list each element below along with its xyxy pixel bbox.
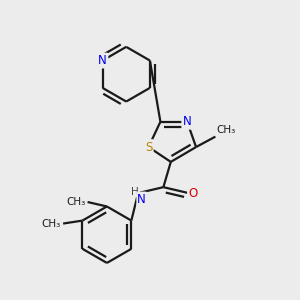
Text: N: N bbox=[183, 115, 191, 128]
Text: CH₃: CH₃ bbox=[66, 197, 85, 207]
Text: CH₃: CH₃ bbox=[41, 219, 61, 229]
Text: N: N bbox=[137, 193, 146, 206]
Text: CH₃: CH₃ bbox=[217, 125, 236, 135]
Text: H: H bbox=[131, 187, 139, 196]
Text: S: S bbox=[145, 140, 152, 154]
Text: O: O bbox=[188, 187, 198, 200]
Text: N: N bbox=[98, 54, 107, 67]
